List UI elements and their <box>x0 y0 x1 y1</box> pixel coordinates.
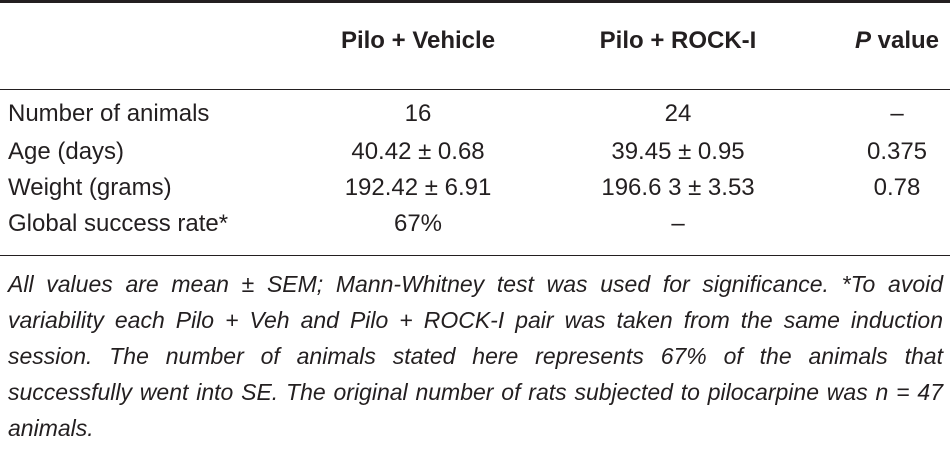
row-label: Global success rate* <box>8 210 229 237</box>
cell-vehicle: 192.42 ± 6.91 <box>344 174 492 201</box>
cell-rock-i: 39.45 ± 0.95 <box>611 138 745 165</box>
table-row: Number of animals 16 24 – <box>0 96 950 132</box>
table-row: Global success rate* 67% – <box>0 206 950 242</box>
row-label: Age (days) <box>8 138 125 165</box>
cell-vehicle: 67% <box>393 210 443 237</box>
header-pilo-vehicle: Pilo + Vehicle <box>340 27 496 54</box>
cell-rock-i: 24 <box>664 100 692 127</box>
header-p-letter: P <box>854 27 871 54</box>
cell-rock-i: 196.6 3 ± 3.53 <box>601 174 755 201</box>
row-label: Number of animals <box>8 100 210 127</box>
cell-vehicle: 16 <box>404 100 432 127</box>
footnote-line-2: *To avoid variability each Pilo + Veh an… <box>8 271 944 441</box>
table-footnote: All values are mean ± SEM; Mann-Whitney … <box>8 266 943 446</box>
cell-rock-i: – <box>671 210 685 237</box>
footer-rule <box>0 255 950 256</box>
header-value-word: value <box>870 27 940 54</box>
header-rule <box>0 89 950 90</box>
cell-p-value: 0.78 <box>873 174 921 201</box>
table-top-rule <box>0 0 950 3</box>
footnote-line-1: All values are mean ± SEM; Mann-Whitney … <box>8 271 829 297</box>
cell-p-value: – <box>890 100 904 127</box>
cell-vehicle: 40.42 ± 0.68 <box>351 138 485 165</box>
table-row: Age (days) 40.42 ± 0.68 39.45 ± 0.95 0.3… <box>0 134 950 170</box>
header-p-value: P value <box>855 26 939 56</box>
cell-p-value: 0.375 <box>866 138 928 165</box>
header-pilo-rock-i: Pilo + ROCK-I <box>599 27 757 54</box>
row-label: Weight (grams) <box>8 174 172 201</box>
table-row: Weight (grams) 192.42 ± 6.91 196.6 3 ± 3… <box>0 170 950 206</box>
